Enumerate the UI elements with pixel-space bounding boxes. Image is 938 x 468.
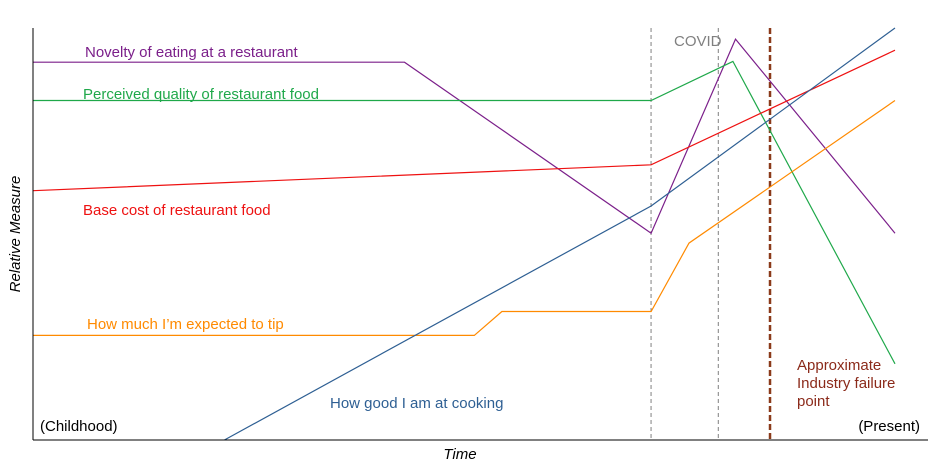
series-line-novelty xyxy=(33,37,896,235)
series-label-tip: How much I’m expected to tip xyxy=(87,316,284,333)
x-end-label: (Present) xyxy=(858,418,920,435)
failure-label-line-1: Approximate xyxy=(797,357,881,374)
series-lines-layer xyxy=(32,27,896,441)
annotations-layer xyxy=(650,28,772,440)
failure-label-line-2: Industry failure xyxy=(797,375,895,392)
series-label-quality: Perceived quality of restaurant food xyxy=(83,86,319,103)
series-line-tip xyxy=(33,100,896,336)
series-label-cost: Base cost of restaurant food xyxy=(83,202,271,219)
failure-label-line-3: point xyxy=(797,393,830,410)
covid-label: COVID xyxy=(674,33,722,50)
series-label-cooking: How good I am at cooking xyxy=(330,395,503,412)
series-label-novelty: Novelty of eating at a restaurant xyxy=(85,44,298,61)
y-axis-title: Relative Measure xyxy=(7,176,24,293)
x-start-label: (Childhood) xyxy=(40,418,118,435)
series-line-cooking xyxy=(224,27,896,441)
x-axis-title: Time xyxy=(443,446,476,463)
series-line-cost xyxy=(32,49,896,192)
series-line-quality xyxy=(33,60,896,365)
